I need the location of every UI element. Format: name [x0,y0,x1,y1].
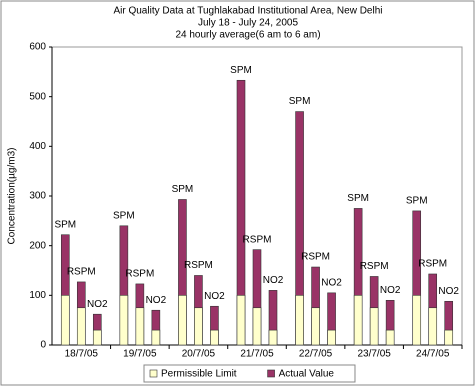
bar-label: SPM [113,210,135,221]
bar-label: SPM [347,193,369,204]
bar [327,329,336,346]
bar-label: NO2 [87,299,108,310]
bar [252,307,262,346]
bar-label: SPM [172,184,194,195]
bar [295,295,304,346]
bar [119,295,129,346]
y-tick-label: 100 [29,290,46,301]
y-tick-label: 0 [40,340,46,351]
bar [92,329,102,346]
bar [268,329,278,346]
bar-label: RSPM [418,259,447,270]
bar [412,295,422,346]
bar-label: NO2 [380,285,401,296]
x-tick-label: 18/7/05 [65,349,99,360]
bar-label: RSPM [243,234,272,245]
bar-label: SPM [230,65,252,76]
bar [76,307,86,346]
chart-title: July 18 - July 24, 2005 [198,18,298,29]
y-tick-label: 500 [29,91,46,102]
x-tick-label: 22/7/05 [299,349,333,360]
legend-label: Permissible Limit [161,369,237,380]
bar [135,307,145,346]
bar-label: RSPM [125,269,154,280]
x-tick-label: 24/7/05 [416,349,450,360]
bar-label: NO2 [204,291,225,302]
y-tick-label: 300 [29,191,46,202]
bar [353,295,363,346]
bar-label: RSPM [67,267,96,278]
bar-label: NO2 [146,295,167,306]
y-tick-label: 400 [29,141,46,152]
x-tick-label: 23/7/05 [357,349,391,360]
bar [428,307,438,346]
bar [178,295,187,346]
legend-box [143,364,356,383]
y-axis-label: Concentration(µg/m3) [7,148,18,245]
bar [194,307,203,346]
bar-label: NO2 [321,277,342,288]
y-tick-label: 600 [29,42,46,53]
chart-title: 24 hourly average(6 am to 6 am) [175,30,320,41]
bar [236,295,246,346]
bar-label: SPM [289,96,311,107]
bar [444,329,454,346]
legend-swatch [267,369,275,378]
chart-title: Air Quality Data at Tughlakabad Institut… [113,6,382,17]
bar-label: RSPM [360,261,389,272]
bar-label: NO2 [438,286,459,297]
bar-label: SPM [54,219,76,230]
x-tick-label: 20/7/05 [182,349,216,360]
bar-label: RSPM [184,260,213,271]
x-tick-label: 19/7/05 [123,349,157,360]
bar-label: SPM [406,196,428,207]
x-tick-label: 21/7/05 [240,349,274,360]
y-tick-label: 200 [29,240,46,251]
bar [60,295,70,346]
bar [385,329,395,346]
bar-label: NO2 [263,275,284,286]
bar [151,329,161,346]
bar [311,307,320,346]
legend-swatch [149,369,158,378]
bar [369,307,379,346]
bar [210,329,219,346]
legend-label: Actual Value [279,369,335,380]
bar-label: RSPM [301,252,330,263]
